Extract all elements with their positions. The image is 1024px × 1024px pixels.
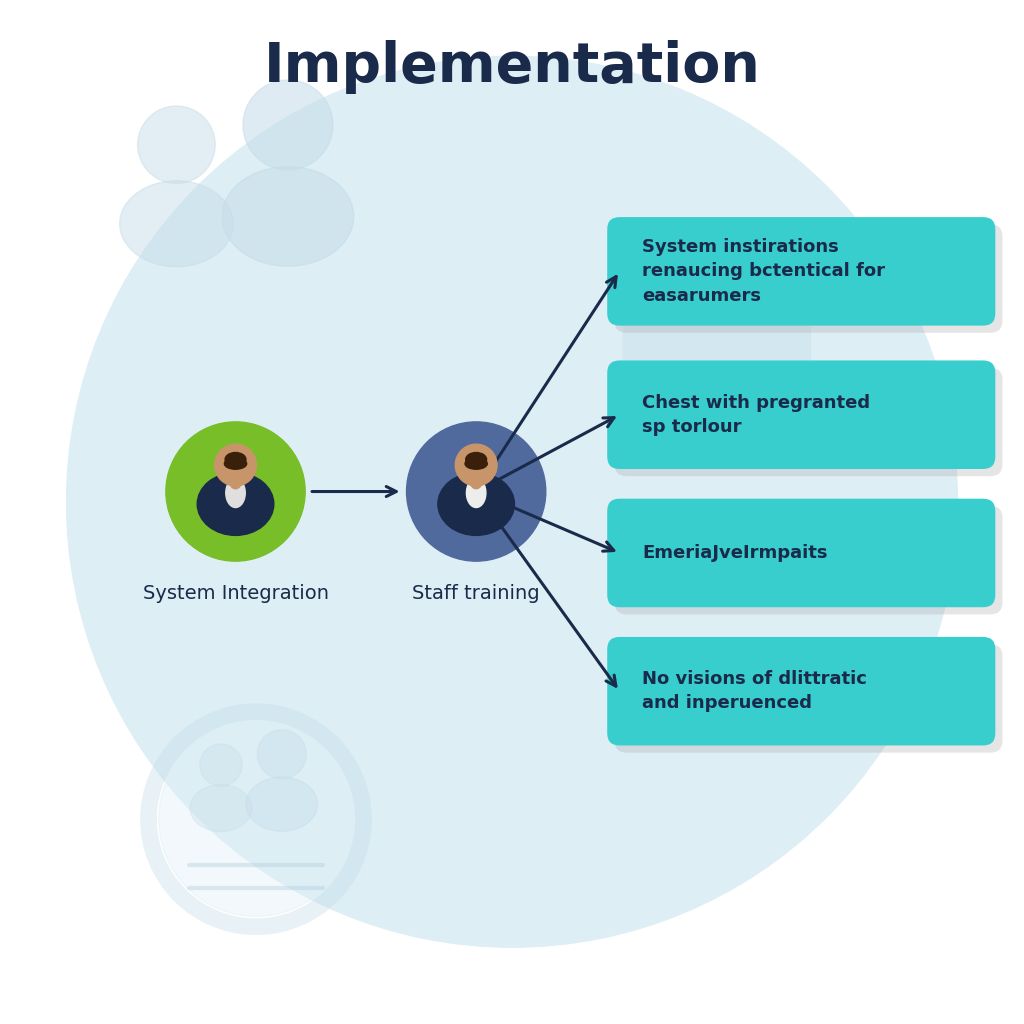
Circle shape	[67, 56, 957, 947]
Ellipse shape	[225, 478, 246, 508]
Circle shape	[456, 444, 497, 486]
Ellipse shape	[190, 784, 252, 831]
Ellipse shape	[224, 458, 247, 469]
Text: EmeriaJveIrmpaits: EmeriaJveIrmpaits	[642, 544, 827, 562]
FancyBboxPatch shape	[614, 368, 1002, 476]
Text: Chest with pregranted
sp torlour: Chest with pregranted sp torlour	[642, 393, 870, 436]
Ellipse shape	[120, 181, 233, 266]
Ellipse shape	[471, 476, 481, 488]
Circle shape	[215, 444, 256, 486]
FancyBboxPatch shape	[607, 360, 995, 469]
FancyBboxPatch shape	[607, 217, 995, 326]
FancyBboxPatch shape	[607, 499, 995, 607]
Circle shape	[159, 722, 353, 916]
Ellipse shape	[230, 476, 241, 488]
Ellipse shape	[222, 167, 353, 266]
FancyBboxPatch shape	[623, 218, 811, 371]
Ellipse shape	[198, 473, 273, 536]
Ellipse shape	[225, 453, 246, 467]
FancyBboxPatch shape	[614, 506, 1002, 614]
Circle shape	[200, 743, 242, 786]
Text: Implementation: Implementation	[263, 40, 761, 93]
Circle shape	[407, 422, 546, 561]
Circle shape	[166, 422, 305, 561]
Ellipse shape	[656, 224, 685, 247]
FancyBboxPatch shape	[614, 644, 1002, 753]
Text: System Integration: System Integration	[142, 584, 329, 603]
Ellipse shape	[465, 458, 487, 469]
FancyBboxPatch shape	[607, 637, 995, 745]
Ellipse shape	[466, 478, 486, 508]
Circle shape	[257, 730, 306, 778]
Text: System instirations
renaucing bctentical for
easarumers: System instirations renaucing bctentical…	[642, 238, 885, 305]
Ellipse shape	[438, 473, 514, 536]
Ellipse shape	[246, 777, 317, 831]
Ellipse shape	[466, 453, 486, 467]
Text: No visions of dlittratic
and inperuenced: No visions of dlittratic and inperuenced	[642, 670, 867, 713]
Circle shape	[137, 106, 215, 183]
FancyBboxPatch shape	[614, 224, 1002, 333]
Text: Staff training: Staff training	[413, 584, 540, 603]
Circle shape	[243, 80, 333, 170]
